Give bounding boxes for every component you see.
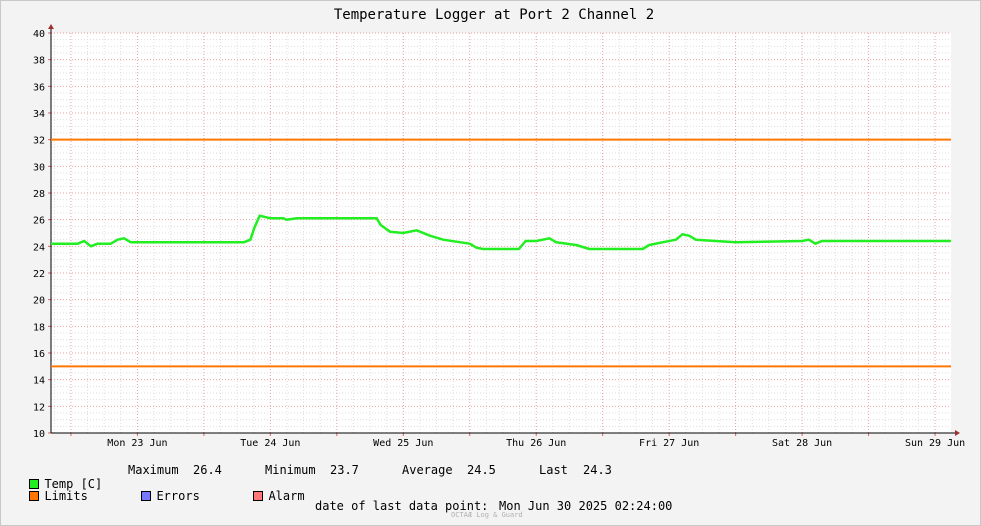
y-tick-label: 12	[33, 402, 45, 413]
temp-series-line	[51, 214, 951, 251]
y-tick-label: 32	[33, 136, 45, 147]
last-data-value: Mon Jun 30 2025 02:24:00	[499, 499, 673, 513]
legend-temp: Temp [C]	[15, 463, 102, 491]
x-tick-label: Sun 29 Jun	[905, 438, 965, 449]
y-tick-label: 34	[33, 109, 45, 120]
watermark-logo: OCTAÆ Log & Guard	[451, 511, 523, 519]
x-axis-arrow-icon	[955, 430, 960, 436]
y-tick-label: 28	[33, 189, 45, 200]
stat-average-value: 24.5	[467, 463, 496, 477]
legend-limits: Limits	[15, 475, 88, 503]
y-tick-label: 22	[33, 269, 45, 280]
y-tick-label: 16	[33, 349, 45, 360]
y-tick-label: 26	[33, 216, 45, 227]
last-data-label: date of last data point:	[315, 499, 489, 513]
y-tick-label: 20	[33, 296, 45, 307]
errors-swatch-icon	[141, 491, 152, 501]
x-tick-label: Sat 28 Jun	[772, 438, 832, 449]
y-tick-label: 24	[33, 242, 45, 253]
y-tick-label: 18	[33, 322, 45, 333]
y-tick-label: 40	[33, 29, 45, 40]
stat-average-label: Average	[402, 463, 453, 477]
y-tick-label: 36	[33, 82, 45, 93]
y-axis-arrow-icon	[48, 24, 54, 29]
x-tick-label: Wed 25 Jun	[373, 438, 433, 449]
y-tick-label: 10	[33, 429, 45, 440]
x-tick-label: Thu 26 Jun	[506, 438, 566, 449]
alarm-swatch-icon	[253, 491, 264, 501]
x-tick-label: Fri 27 Jun	[639, 438, 699, 449]
legend-temp-label: Temp [C]	[44, 477, 103, 491]
temp-swatch-icon	[29, 479, 40, 489]
x-tick-label: Tue 24 Jun	[240, 438, 300, 449]
y-tick-label: 14	[33, 376, 45, 387]
x-tick-label: Mon 23 Jun	[107, 438, 167, 449]
stat-last-value: 24.3	[583, 463, 612, 477]
stat-minimum-label: Minimum	[265, 463, 316, 477]
stat-last-label: Last	[539, 463, 568, 477]
legend-alarm-label: Alarm	[268, 489, 305, 503]
plot-area: 10 12 14 16 18 20 22 24 26 28 30 32 34 36 38 40 Mon 23 J…	[33, 24, 965, 449]
legend-errors-label: Errors	[156, 489, 200, 503]
limits-swatch-icon	[29, 491, 40, 501]
stat-maximum-value: 26.4	[193, 463, 222, 477]
y-tick-label: 30	[33, 162, 45, 173]
legend-alarm: Alarm	[239, 475, 305, 503]
legend-limits-label: Limits	[44, 489, 88, 503]
stat-minimum-value: 23.7	[330, 463, 359, 477]
legend-errors: Errors	[127, 475, 200, 503]
stat-maximum-label: Maximum	[128, 463, 179, 477]
y-tick-label: 38	[33, 56, 45, 67]
chart-title: Temperature Logger at Port 2 Channel 2	[334, 7, 654, 23]
